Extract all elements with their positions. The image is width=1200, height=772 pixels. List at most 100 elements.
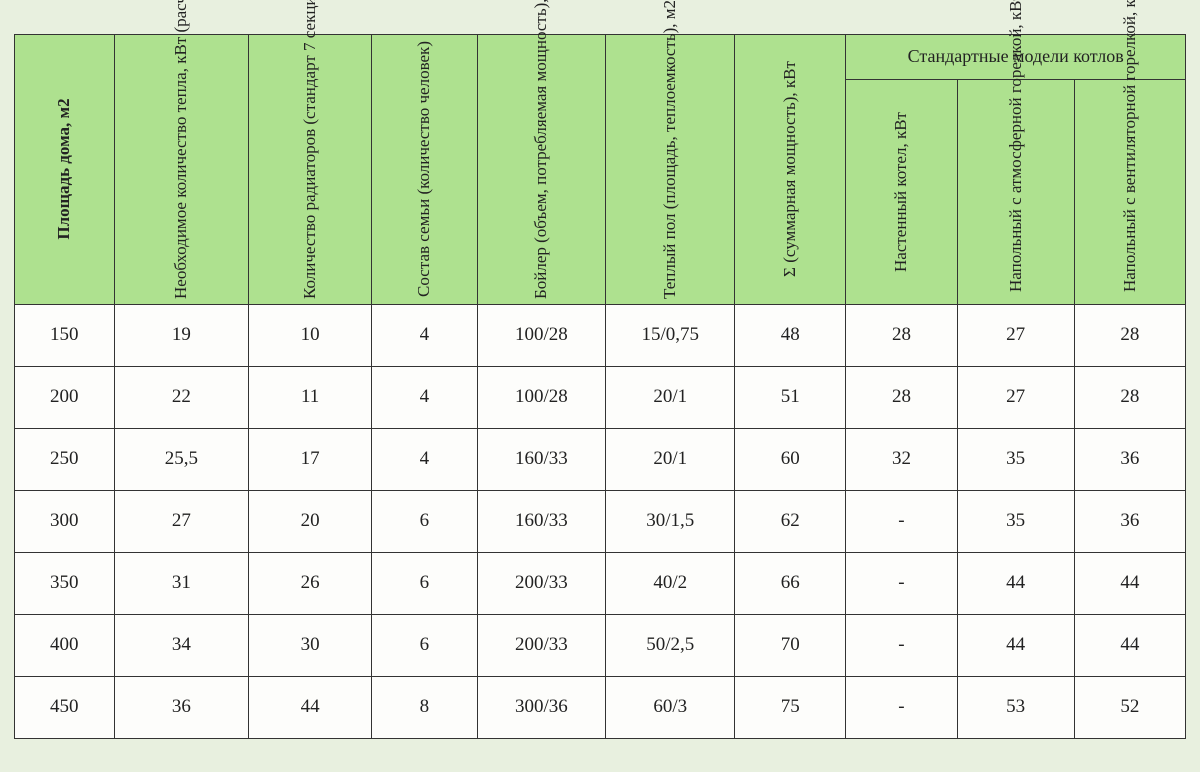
table-cell: 44 bbox=[249, 676, 372, 738]
table-cell: 200 bbox=[15, 366, 115, 428]
table-cell: 26 bbox=[249, 552, 372, 614]
table-cell: 20/1 bbox=[606, 366, 735, 428]
table-cell: 44 bbox=[957, 614, 1074, 676]
table-row: 25025,5174160/3320/160323536 bbox=[15, 428, 1186, 490]
table-cell: 22 bbox=[114, 366, 249, 428]
table-cell: 6 bbox=[372, 614, 477, 676]
header-label: Напольный с вентиляторной горелкой, кВт bbox=[1119, 92, 1141, 292]
header-warm-floor: Теплый пол (площадь, теплоемкость), м2/к… bbox=[606, 34, 735, 304]
table-cell: 75 bbox=[735, 676, 846, 738]
boiler-selection-table: Площадь дома, м2 Необходимое количество … bbox=[14, 34, 1186, 739]
table-cell: 150 bbox=[15, 304, 115, 366]
table-row: 30027206160/3330/1,562-3536 bbox=[15, 490, 1186, 552]
table-cell: 40/2 bbox=[606, 552, 735, 614]
table-cell: 28 bbox=[1074, 304, 1185, 366]
table-cell: 31 bbox=[114, 552, 249, 614]
header-label: Настенный котел, кВт bbox=[890, 92, 912, 292]
table-cell: - bbox=[846, 552, 957, 614]
table-cell: 100/28 bbox=[477, 366, 606, 428]
table-cell: 60 bbox=[735, 428, 846, 490]
table-cell: 300 bbox=[15, 490, 115, 552]
header-radiators: Количество радиаторов (стандарт 7 секций… bbox=[249, 34, 372, 304]
table-cell: 10 bbox=[249, 304, 372, 366]
header-floor-atmospheric: Напольный с атмосферной горелкой, кВт bbox=[957, 79, 1074, 304]
table-cell: - bbox=[846, 490, 957, 552]
header-area: Площадь дома, м2 bbox=[15, 34, 115, 304]
table-cell: 28 bbox=[846, 366, 957, 428]
table-cell: 250 bbox=[15, 428, 115, 490]
header-label: Количество радиаторов (стандарт 7 секций… bbox=[299, 39, 321, 299]
table-cell: 66 bbox=[735, 552, 846, 614]
table-row: 20022114100/2820/151282728 bbox=[15, 366, 1186, 428]
table-cell: 60/3 bbox=[606, 676, 735, 738]
table-cell: 4 bbox=[372, 304, 477, 366]
table-cell: 52 bbox=[1074, 676, 1185, 738]
table-cell: 25,5 bbox=[114, 428, 249, 490]
table-cell: 28 bbox=[1074, 366, 1185, 428]
header-label: Площадь дома, м2 bbox=[53, 39, 75, 299]
table-cell: 44 bbox=[1074, 552, 1185, 614]
table-cell: 450 bbox=[15, 676, 115, 738]
table-cell: 300/36 bbox=[477, 676, 606, 738]
table-cell: 4 bbox=[372, 428, 477, 490]
header-label: Напольный с атмосферной горелкой, кВт bbox=[1005, 92, 1027, 292]
table-cell: - bbox=[846, 614, 957, 676]
table-cell: 11 bbox=[249, 366, 372, 428]
table-cell: 160/33 bbox=[477, 490, 606, 552]
table-cell: 28 bbox=[846, 304, 957, 366]
table-cell: 36 bbox=[114, 676, 249, 738]
table-cell: 17 bbox=[249, 428, 372, 490]
table-cell: 35 bbox=[957, 490, 1074, 552]
table-cell: 48 bbox=[735, 304, 846, 366]
table-cell: 4 bbox=[372, 366, 477, 428]
header-total-power: Σ (суммарная мощность), кВт bbox=[735, 34, 846, 304]
table-cell: 51 bbox=[735, 366, 846, 428]
table-cell: 53 bbox=[957, 676, 1074, 738]
table-cell: 70 bbox=[735, 614, 846, 676]
table-cell: 100/28 bbox=[477, 304, 606, 366]
table-row: 40034306200/3350/2,570-4444 bbox=[15, 614, 1186, 676]
table-cell: 27 bbox=[957, 304, 1074, 366]
table-header: Площадь дома, м2 Необходимое количество … bbox=[15, 34, 1186, 304]
table-cell: 36 bbox=[1074, 490, 1185, 552]
table-cell: 27 bbox=[957, 366, 1074, 428]
table-cell: 200/33 bbox=[477, 614, 606, 676]
header-family-size: Состав семьи (количество человек) bbox=[372, 34, 477, 304]
table-cell: 30/1,5 bbox=[606, 490, 735, 552]
table-cell: 8 bbox=[372, 676, 477, 738]
table-cell: 350 bbox=[15, 552, 115, 614]
table-cell: 30 bbox=[249, 614, 372, 676]
table-cell: 34 bbox=[114, 614, 249, 676]
table-cell: 32 bbox=[846, 428, 957, 490]
table-cell: 160/33 bbox=[477, 428, 606, 490]
header-boiler: Бойлер (объем, потребляемая мощность), л… bbox=[477, 34, 606, 304]
table-cell: 50/2,5 bbox=[606, 614, 735, 676]
header-label: Бойлер (объем, потребляемая мощность), л… bbox=[530, 39, 552, 299]
table-cell: 6 bbox=[372, 490, 477, 552]
header-heat-required: Необходимое количество тепла, кВт (расче… bbox=[114, 34, 249, 304]
table-cell: 27 bbox=[114, 490, 249, 552]
table-cell: 6 bbox=[372, 552, 477, 614]
table-cell: - bbox=[846, 676, 957, 738]
table-cell: 44 bbox=[957, 552, 1074, 614]
table-row: 15019104100/2815/0,7548282728 bbox=[15, 304, 1186, 366]
table-container: Площадь дома, м2 Необходимое количество … bbox=[0, 20, 1200, 753]
header-label: Необходимое количество тепла, кВт (расче… bbox=[170, 39, 192, 299]
table-cell: 62 bbox=[735, 490, 846, 552]
table-cell: 400 bbox=[15, 614, 115, 676]
table-cell: 15/0,75 bbox=[606, 304, 735, 366]
table-cell: 35 bbox=[957, 428, 1074, 490]
header-label: Состав семьи (количество человек) bbox=[413, 39, 435, 299]
table-row: 45036448300/3660/375-5352 bbox=[15, 676, 1186, 738]
header-label: Σ (суммарная мощность), кВт bbox=[779, 39, 801, 299]
table-row: 35031266200/3340/266-4444 bbox=[15, 552, 1186, 614]
header-wall-boiler: Настенный котел, кВт bbox=[846, 79, 957, 304]
table-cell: 44 bbox=[1074, 614, 1185, 676]
header-label: Теплый пол (площадь, теплоемкость), м2/к… bbox=[659, 39, 681, 299]
table-cell: 200/33 bbox=[477, 552, 606, 614]
table-cell: 20 bbox=[249, 490, 372, 552]
table-cell: 19 bbox=[114, 304, 249, 366]
table-cell: 36 bbox=[1074, 428, 1185, 490]
table-body: 15019104100/2815/0,754828272820022114100… bbox=[15, 304, 1186, 738]
header-floor-fan: Напольный с вентиляторной горелкой, кВт bbox=[1074, 79, 1185, 304]
